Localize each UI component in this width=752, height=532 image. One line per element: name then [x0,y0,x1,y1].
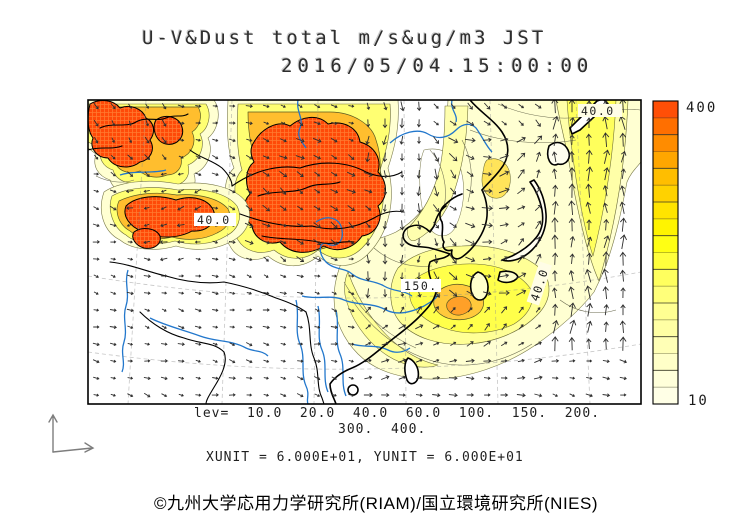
taklamakan-red-core [88,100,154,168]
map-content [88,100,641,404]
shikoku-island [497,270,519,284]
taiwan-island [404,357,420,385]
map-frame [87,99,642,405]
contour-label-40-west: 40.0 [197,213,231,227]
kyushu-island [469,271,489,301]
chart-title: U-V&Dust total m/s&ug/m3 JST [142,27,547,49]
colorbar [653,101,678,405]
x-axis-arrow-icon [52,442,95,453]
copyright-text: ©九州大学応用力学研究所(RIAM)/国立環境研究所(NIES) [153,494,599,513]
wind-vectors [92,100,628,398]
colorbar-max-label: 400 [686,100,717,116]
colorbar-frame [652,100,679,405]
contour-label-40-northeast: 40.0 [581,104,615,118]
chart-timestamp: 2016/05/04.15:00:00 [281,55,594,77]
rivers [119,100,493,404]
y-axis-arrow-icon [48,413,58,453]
axis-direction-indicator [48,413,95,453]
vector-units-text: XUNIT = 6.000E+01, YUNIT = 6.000E+01 [206,450,524,465]
hainan-island [347,384,359,396]
contour-levels-text-line2: 300. 400. [338,422,427,437]
contour-label-150: 150. [404,279,438,293]
colorbar-min-label: 10 [688,393,709,409]
contour-levels-text-line1: lev= 10.0 20.0 40.0 60.0 100. 150. 200. [194,406,601,421]
